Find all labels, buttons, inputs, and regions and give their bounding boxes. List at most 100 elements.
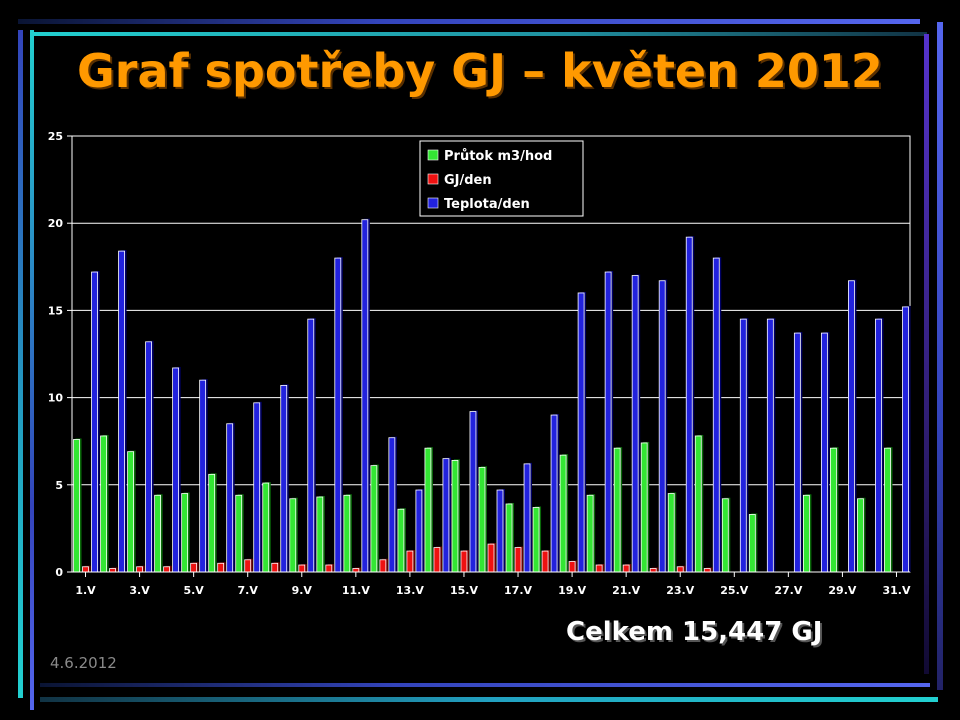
bar-0-12.V — [370, 465, 378, 573]
bar-0-28.V — [802, 494, 810, 573]
bar-2-4.V — [172, 367, 180, 573]
bar-1-18.V — [541, 550, 549, 573]
bar-0-30.V — [857, 498, 864, 573]
bar-1-9.V — [298, 564, 306, 573]
bar-1-21.V — [622, 564, 630, 573]
bar-2-15.V — [469, 411, 477, 573]
bar-2-28.V — [820, 332, 828, 573]
chart-axes: 0 5 10 15 20 25 1.V 3.V 5.V 7.V 9.V 11.V 13.V 15.V 17.… — [48, 130, 911, 597]
frame-top-cyan — [30, 32, 927, 36]
legend-label-2: Teplota/den — [444, 197, 530, 212]
bar-0-11.V — [343, 494, 351, 573]
bar-1-4.V — [163, 566, 171, 573]
legend-label-1: GJ/den — [444, 173, 492, 188]
bar-2-11.V — [361, 219, 369, 573]
x-tick-label: 5.V — [183, 584, 204, 597]
x-tick-label: 27.V — [774, 584, 802, 597]
bar-0-26.V — [748, 514, 756, 573]
bar-1-12.V — [379, 559, 387, 573]
y-tick-label: 25 — [48, 130, 63, 143]
bar-0-16.V — [478, 466, 486, 573]
bar-1-11.V — [352, 568, 360, 573]
legend-box — [419, 140, 584, 217]
bar-0-23.V — [667, 493, 675, 573]
bar-2-19.V — [577, 292, 585, 573]
bar-2-21.V — [631, 275, 639, 573]
y-tick-label: 15 — [48, 304, 63, 317]
legend-swatch-1 — [427, 173, 439, 185]
bar-1-22.V — [649, 568, 657, 573]
x-tick-label: 31.V — [882, 584, 910, 597]
bar-0-22.V — [640, 442, 648, 573]
bar-1-2.V — [109, 568, 116, 573]
bar-0-15.V — [451, 459, 459, 573]
y-tick-label: 20 — [48, 217, 64, 230]
bar-0-4.V — [154, 494, 162, 573]
frame-left-blue — [18, 30, 23, 698]
x-tick-label: 21.V — [612, 584, 640, 597]
chart-legend: Průtok m3/hod GJ/den Teplota/den — [419, 140, 584, 217]
bar-2-13.V — [415, 489, 423, 573]
bar-1-16.V — [487, 543, 495, 573]
bar-2-29.V — [848, 280, 855, 573]
bar-0-19.V — [559, 454, 567, 573]
frame-top-blue — [18, 19, 920, 24]
y-tick-label: 5 — [55, 479, 63, 492]
bar-0-9.V — [289, 498, 297, 573]
bar-2-20.V — [604, 271, 612, 573]
page-title: Graf spotřeby GJ – květen 2012 — [77, 44, 883, 98]
bar-2-1.V — [91, 271, 98, 573]
bar-0-5.V — [181, 493, 189, 573]
frame-bottom-cyan — [40, 697, 938, 702]
bar-1-13.V — [406, 550, 414, 573]
bar-0-29.V — [830, 447, 837, 573]
bar-1-17.V — [514, 547, 522, 573]
bar-0-3.V — [127, 451, 134, 573]
bar-0-14.V — [424, 447, 432, 573]
bar-2-23.V — [685, 236, 693, 573]
bar-2-18.V — [550, 414, 558, 573]
bar-1-6.V — [217, 562, 225, 573]
y-tick-label: 0 — [55, 566, 63, 579]
bar-2-14.V — [442, 458, 450, 573]
bar-2-10.V — [334, 257, 342, 573]
bar-2-2.V — [118, 250, 125, 573]
bar-0-18.V — [532, 507, 540, 573]
bar-0-25.V — [721, 498, 729, 573]
bar-0-31.V — [884, 447, 891, 573]
bar-0-21.V — [613, 447, 621, 573]
bar-1-1.V — [82, 566, 89, 573]
bar-2-25.V — [739, 318, 747, 573]
x-tick-label: 3.V — [129, 584, 150, 597]
bar-0-24.V — [694, 435, 702, 573]
frame-right-purple — [924, 34, 929, 674]
x-tick-label: 19.V — [558, 584, 586, 597]
y-tick-label: 10 — [48, 392, 64, 405]
bar-0-13.V — [397, 508, 405, 573]
bar-1-5.V — [190, 562, 198, 573]
bar-1-15.V — [460, 550, 468, 573]
x-tick-label: 25.V — [720, 584, 748, 597]
bar-2-9.V — [307, 318, 315, 573]
bar-1-3.V — [136, 566, 143, 573]
frame-bottom-blue — [40, 683, 930, 687]
x-tick-label: 23.V — [666, 584, 694, 597]
bar-2-27.V — [793, 332, 801, 573]
x-tick-label: 13.V — [396, 584, 424, 597]
bar-2-16.V — [496, 489, 504, 573]
bar-0-6.V — [208, 473, 216, 573]
x-tick-label: 17.V — [504, 584, 532, 597]
bar-1-7.V — [244, 559, 252, 573]
bar-0-2.V — [100, 435, 107, 573]
total-label: Celkem 15,447 GJ — [566, 617, 823, 647]
chart-bars — [73, 218, 911, 573]
x-tick-label: 7.V — [238, 584, 259, 597]
bar-0-20.V — [586, 494, 594, 573]
bar-1-10.V — [325, 564, 333, 573]
bar-2-3.V — [145, 341, 152, 573]
bar-2-24.V — [712, 257, 720, 573]
bar-0-7.V — [235, 494, 243, 573]
bar-2-31.V — [902, 306, 909, 573]
x-tick-label: 11.V — [342, 584, 370, 597]
